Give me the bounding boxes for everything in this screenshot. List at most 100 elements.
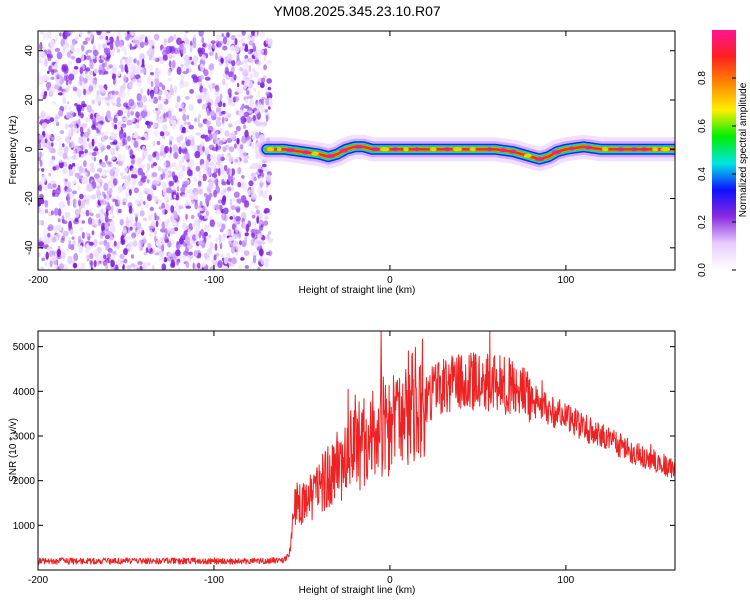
noise-speckle [187,121,191,126]
noise-speckle [244,265,249,269]
noise-speckle [59,130,65,135]
noise-speckle [135,146,141,151]
noise-speckle [187,244,193,249]
noise-speckle [98,43,101,51]
noise-speckle [198,49,203,57]
noise-speckle [116,102,122,108]
noise-speckle [112,79,116,85]
noise-speckle [173,34,177,40]
noise-speckle [91,194,97,200]
snr-y-tick-label: 2000 [13,476,36,487]
noise-speckle [62,143,65,148]
noise-speckle [112,72,117,81]
noise-speckle [227,257,233,262]
noise-speckle [57,208,62,217]
noise-speckle [243,200,250,208]
noise-speckle [194,191,199,196]
noise-speckle [186,114,190,120]
noise-speckle [161,84,166,91]
noise-speckle [263,48,268,56]
noise-speckle [264,257,270,263]
noise-speckle [245,57,249,63]
noise-speckle [215,52,218,60]
noise-speckle [117,208,122,214]
noise-speckle [79,66,84,75]
noise-speckle [143,104,147,112]
noise-speckle [257,266,261,270]
noise-speckle [183,154,190,160]
noise-speckle [218,234,222,243]
noise-speckle [224,144,230,150]
noise-speckle [140,198,144,205]
noise-speckle [48,132,52,138]
noise-speckle [97,143,104,147]
noise-speckle [154,252,160,256]
noise-speckle [239,46,245,51]
noise-speckle [55,164,60,171]
noise-speckle [196,93,202,100]
noise-speckle [136,59,140,66]
noise-speckle [229,216,233,220]
noise-speckle [187,231,193,238]
noise-speckle [55,187,61,195]
colorbar-tick-label: 0.2 [697,215,708,229]
noise-speckle [223,188,227,193]
noise-speckle [222,195,227,203]
ridge-hotspot [429,147,437,152]
noise-speckle [256,111,262,120]
noise-speckle [146,75,153,84]
noise-speckle [168,54,173,59]
noise-speckle [146,163,151,171]
noise-speckle [206,110,211,116]
noise-speckle [145,203,149,208]
noise-speckle [62,230,69,237]
noise-speckle [50,136,56,140]
noise-speckle [251,136,256,140]
noise-speckle [268,97,272,104]
noise-speckle [262,163,267,168]
noise-speckle [172,86,178,93]
noise-speckle [96,185,102,190]
noise-speckle [53,260,58,266]
noise-speckle [112,178,118,186]
noise-speckle [176,186,180,192]
noise-speckle [44,261,48,267]
noise-speckle [127,57,133,66]
noise-speckle [211,258,218,266]
noise-speckle [190,159,195,167]
noise-speckle [256,110,260,114]
noise-speckle [103,194,107,199]
spectrogram-x-ticks: -200 -100 0 100 [28,31,575,286]
noise-speckle [54,264,58,270]
noise-speckle [184,138,189,142]
noise-speckle [169,45,176,55]
noise-speckle [111,67,118,74]
noise-speckle [157,198,163,203]
noise-speckle [183,250,189,257]
noise-speckle [64,180,67,187]
noise-speckle [228,236,235,242]
noise-speckle [215,106,220,114]
noise-speckle [68,168,73,176]
noise-speckle [136,122,140,129]
noise-speckle [89,212,94,216]
noise-speckle [254,242,259,248]
noise-speckle [148,225,155,230]
ridge-hotspot [370,147,380,152]
noise-speckle [233,191,240,198]
noise-speckle [164,145,170,154]
noise-speckle [39,151,42,158]
noise-speckle [208,64,214,71]
noise-speckle [130,139,135,144]
noise-speckle [217,154,222,163]
noise-speckle [49,168,53,173]
noise-speckle [100,199,106,206]
noise-speckle [45,81,52,89]
colorbar-label: Normalized spectral amplitude [738,82,749,217]
noise-speckle [251,214,256,219]
noise-speckle [128,83,132,88]
noise-speckle [237,181,242,188]
noise-speckle [139,209,145,217]
snr-x-tick-label: 100 [558,575,575,586]
